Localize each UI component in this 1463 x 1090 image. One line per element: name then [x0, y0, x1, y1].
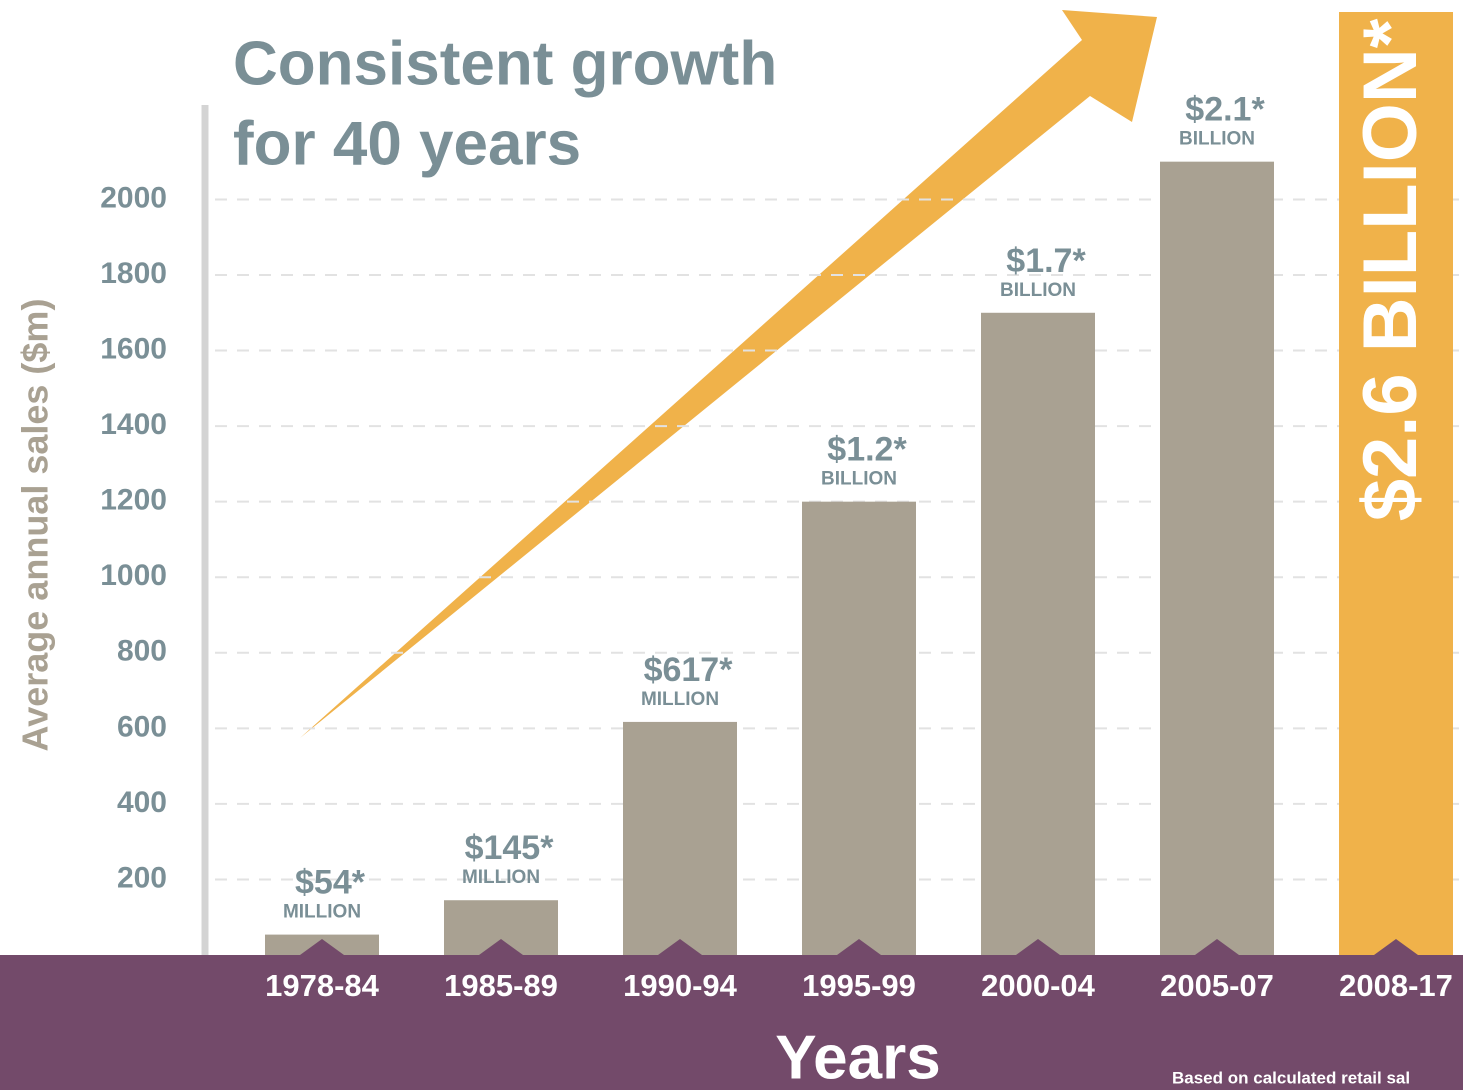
x-tick-label: 2005-07	[1160, 968, 1274, 1003]
x-tick-label: 1978-84	[265, 968, 380, 1003]
x-tick-label: 1985-89	[444, 968, 558, 1003]
bar	[1339, 12, 1453, 956]
value-label: $2.6 BILLION*	[1348, 18, 1433, 521]
value-label: $1.7*	[1006, 242, 1086, 280]
value-label: $145*	[465, 829, 555, 867]
footnote: Based on calculated retail sal	[1172, 1068, 1410, 1087]
y-tick-label: 800	[117, 635, 167, 668]
bar	[981, 312, 1095, 955]
x-tick-label: 2000-04	[981, 968, 1096, 1003]
value-label: $617*	[644, 651, 734, 689]
value-unit: BILLION	[1000, 280, 1076, 301]
chart-title: Consistent growth	[233, 29, 777, 98]
bar	[802, 501, 916, 955]
y-tick-label: 1000	[100, 559, 167, 592]
value-unit: BILLION	[1179, 129, 1255, 150]
bar	[1160, 161, 1274, 955]
bar-notch	[1195, 939, 1239, 955]
bar	[623, 721, 737, 955]
y-tick-label: 2000	[100, 181, 167, 214]
x-tick-label: 1990-94	[623, 968, 738, 1003]
bar-notch	[837, 939, 881, 955]
growth-arrow	[300, 10, 1157, 738]
bar-notch	[479, 939, 523, 955]
x-tick-label: 2008-17	[1339, 968, 1453, 1003]
y-tick-label: 1800	[100, 257, 167, 290]
value-label: $2.1*	[1185, 91, 1265, 129]
y-tick-label: 200	[117, 861, 167, 894]
bar-notch	[300, 939, 344, 955]
value-unit: MILLION	[283, 902, 361, 923]
bar-notch	[1374, 939, 1418, 955]
y-axis-label: Average annual sales ($m)	[15, 299, 56, 752]
value-unit: BILLION	[821, 469, 897, 490]
y-tick-label: 600	[117, 710, 167, 743]
bar-notch	[658, 939, 702, 955]
value-unit: MILLION	[641, 689, 719, 710]
y-tick-label: 400	[117, 786, 167, 819]
chart-title: for 40 years	[233, 109, 581, 178]
x-tick-label: 1995-99	[802, 968, 916, 1003]
bar-notch	[1016, 939, 1060, 955]
y-tick-label: 1200	[100, 484, 167, 517]
value-unit: MILLION	[462, 867, 540, 888]
x-axis-label: Years	[775, 1023, 941, 1090]
x-band	[0, 955, 1463, 1090]
y-tick-label: 1400	[100, 408, 167, 441]
value-label: $1.2*	[827, 431, 907, 469]
value-label: $54*	[295, 864, 366, 902]
y-tick-label: 1600	[100, 332, 167, 365]
